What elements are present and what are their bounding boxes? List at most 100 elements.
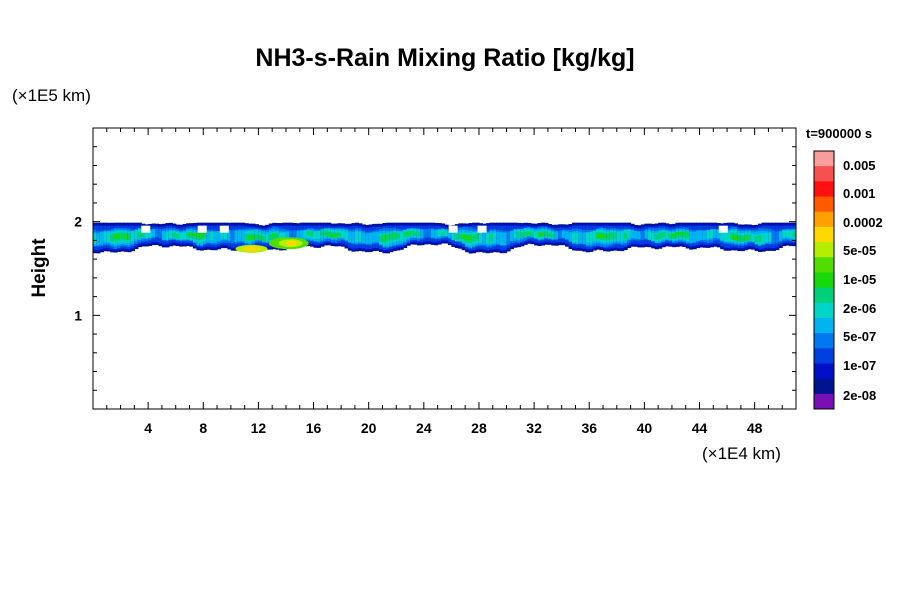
- colorbar-label: 0.005: [843, 158, 876, 173]
- x-tick-label: 44: [692, 420, 708, 436]
- heatmap-cell: [692, 231, 697, 243]
- y-tick-label: 2: [74, 214, 82, 230]
- heatmap-cell: [685, 231, 690, 239]
- heatmap-cell: [399, 231, 404, 241]
- x-tick-label: 28: [471, 420, 487, 436]
- heatmap-cell: [196, 233, 201, 238]
- heatmap-cell: [534, 231, 539, 239]
- heatmap-cell: [702, 230, 708, 241]
- heatmap-cell: [785, 230, 790, 238]
- heatmap-cell: [713, 229, 718, 239]
- heatmap-cell: [499, 232, 504, 245]
- heatmap-cell: [296, 230, 301, 240]
- heatmap-cell: [437, 229, 442, 237]
- x-tick-label: 8: [199, 420, 207, 436]
- heatmap-cell: [265, 234, 270, 243]
- heatmap-core: [242, 246, 261, 252]
- colorbar-swatch: [814, 363, 834, 380]
- colorbar-swatch: [814, 348, 834, 364]
- heatmap-cell: [733, 236, 739, 240]
- colorbar-label: 2e-06: [843, 301, 876, 316]
- heatmap-cell: [248, 236, 253, 241]
- heatmap-cell: [451, 233, 456, 240]
- heatmap-cell: [310, 231, 315, 237]
- heatmap-cell: [654, 233, 659, 240]
- heatmap-cell: [124, 235, 129, 239]
- heatmap-cell: [475, 233, 480, 241]
- heatmap-cell: [689, 231, 694, 243]
- heatmap-cell: [186, 232, 191, 238]
- heatmap-cell: [782, 230, 787, 238]
- heatmap-cell: [758, 234, 763, 243]
- heatmap-cell: [172, 232, 177, 238]
- heatmap-cell: [323, 230, 328, 236]
- heatmap-cell: [137, 231, 142, 238]
- heatmap-cell: [330, 234, 335, 238]
- colorbar-label: 2e-08: [843, 388, 876, 403]
- heatmap-cell: [313, 231, 318, 240]
- heatmap-cell: [258, 235, 263, 239]
- heatmap-cell: [261, 236, 266, 242]
- heatmap-cell: [465, 235, 470, 241]
- heatmap-cell: [179, 233, 184, 240]
- heatmap-cell: [206, 231, 211, 243]
- heatmap-cell: [144, 231, 149, 239]
- heatmap-cell: [175, 233, 180, 239]
- heatmap-cell: [637, 231, 642, 240]
- heatmap-cell: [117, 234, 122, 239]
- heatmap-cell: [792, 231, 796, 237]
- heatmap-cell: [544, 231, 549, 237]
- heatmap-cell: [389, 232, 394, 241]
- heatmap-cell: [468, 236, 473, 241]
- heatmap-cell: [420, 229, 425, 238]
- heatmap-cell: [427, 228, 432, 238]
- heatmap-cell: [775, 231, 780, 244]
- heatmap-cell: [530, 232, 535, 237]
- heatmap-cell: [148, 231, 153, 238]
- heatmap-cell: [403, 231, 408, 238]
- colorbar-label: 1e-05: [843, 272, 876, 287]
- heatmap-cell: [764, 232, 770, 243]
- heatmap-cell: [151, 229, 156, 237]
- heatmap-cell: [596, 234, 601, 238]
- colorbar-swatch: [814, 181, 834, 198]
- x-tick-label: 48: [747, 420, 763, 436]
- heatmap-cell: [434, 229, 439, 239]
- heatmap-cell: [96, 233, 101, 246]
- heatmap-cell: [106, 232, 111, 242]
- heatmap-cell: [241, 230, 246, 242]
- heatmap-gap: [219, 225, 229, 233]
- heatmap-cell: [682, 232, 687, 236]
- heatmap-cell: [406, 232, 411, 236]
- heatmap-cell: [520, 232, 525, 238]
- heatmap-cell: [740, 235, 745, 243]
- heatmap-cell: [613, 232, 618, 239]
- heatmap-cell: [709, 230, 714, 238]
- x-tick-label: 36: [581, 420, 597, 436]
- heatmap-cell: [361, 232, 366, 244]
- heatmap-gap: [197, 225, 207, 233]
- colorbar-label: 5e-07: [843, 329, 876, 344]
- heatmap-cell: [382, 235, 387, 240]
- colorbar-swatch: [814, 272, 834, 289]
- heatmap-cell: [754, 236, 759, 243]
- heatmap-cell: [320, 230, 325, 237]
- heatmap-core: [286, 240, 297, 247]
- heatmap-cell: [609, 232, 614, 240]
- colorbar-swatch: [814, 393, 834, 410]
- heatmap-cell: [306, 230, 311, 236]
- heatmap-cell: [365, 233, 370, 244]
- heatmap-cell: [723, 232, 728, 242]
- heatmap-cell: [213, 231, 218, 243]
- heatmap-cell: [227, 230, 232, 241]
- heatmap-cell: [458, 233, 463, 240]
- x-tick-label: 32: [526, 420, 542, 436]
- heatmap-cell: [368, 232, 373, 244]
- colorbar-swatch: [814, 226, 834, 243]
- chart-title: NH3-s-Rain Mixing Ratio [kg/kg]: [255, 44, 635, 72]
- heatmap-cell: [268, 234, 273, 241]
- heatmap-gap: [718, 225, 728, 233]
- heatmap-cell: [161, 230, 166, 241]
- heatmap-cell: [158, 229, 163, 239]
- heatmap-cell: [461, 235, 466, 239]
